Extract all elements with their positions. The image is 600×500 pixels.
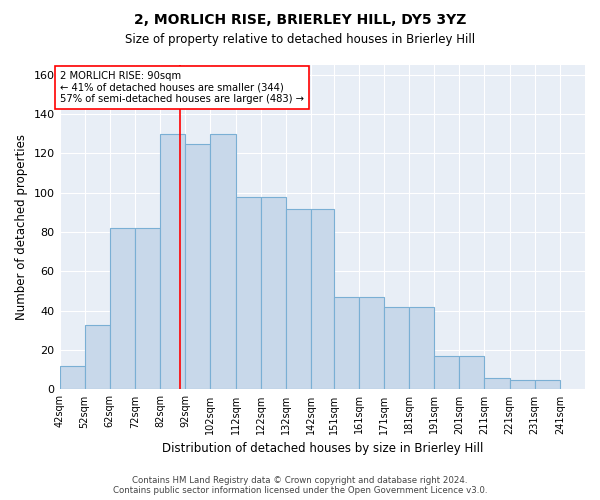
Bar	[459, 356, 484, 390]
Bar	[434, 356, 459, 390]
Bar	[59, 366, 85, 390]
Text: 2 MORLICH RISE: 90sqm
← 41% of detached houses are smaller (344)
57% of semi-det: 2 MORLICH RISE: 90sqm ← 41% of detached …	[59, 71, 304, 104]
Bar	[409, 307, 434, 390]
Y-axis label: Number of detached properties: Number of detached properties	[15, 134, 28, 320]
Bar	[509, 380, 535, 390]
Text: Contains HM Land Registry data © Crown copyright and database right 2024.
Contai: Contains HM Land Registry data © Crown c…	[113, 476, 487, 495]
Bar	[135, 228, 160, 390]
Bar	[260, 196, 286, 390]
Bar	[211, 134, 236, 390]
Bar	[110, 228, 135, 390]
Bar	[359, 297, 384, 390]
Text: Size of property relative to detached houses in Brierley Hill: Size of property relative to detached ho…	[125, 32, 475, 46]
Bar	[311, 208, 334, 390]
Bar	[286, 208, 311, 390]
Bar	[484, 378, 509, 390]
Bar	[334, 297, 359, 390]
Bar	[185, 144, 211, 390]
Bar	[535, 380, 560, 390]
Bar	[384, 307, 409, 390]
Bar	[236, 196, 260, 390]
Bar	[85, 324, 110, 390]
Bar	[160, 134, 185, 390]
Text: 2, MORLICH RISE, BRIERLEY HILL, DY5 3YZ: 2, MORLICH RISE, BRIERLEY HILL, DY5 3YZ	[134, 12, 466, 26]
X-axis label: Distribution of detached houses by size in Brierley Hill: Distribution of detached houses by size …	[161, 442, 483, 455]
